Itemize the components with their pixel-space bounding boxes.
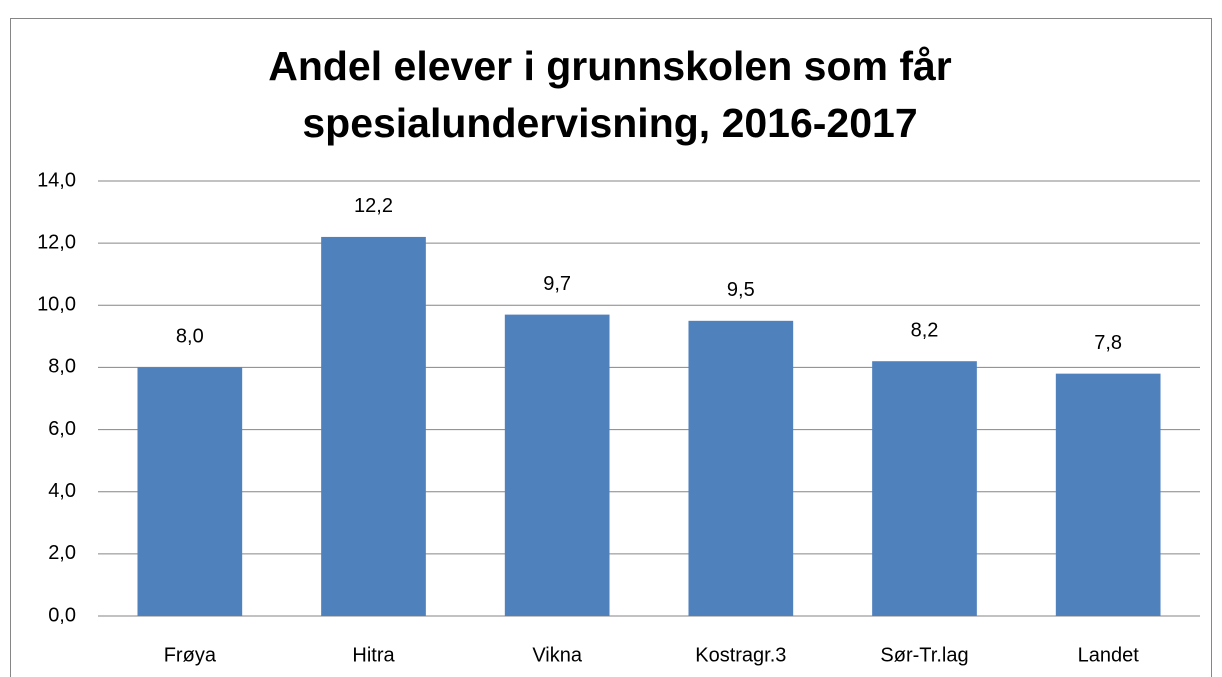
- x-tick-label: Hitra: [352, 644, 395, 666]
- x-tick-label: Frøya: [164, 644, 217, 666]
- data-label: 9,5: [727, 279, 755, 301]
- x-tick-label: Landet: [1078, 644, 1140, 666]
- bar: [504, 314, 610, 616]
- data-label: 8,0: [176, 326, 204, 348]
- y-tick-label: 0,0: [48, 604, 76, 626]
- x-tick-label: Vikna: [532, 644, 583, 666]
- y-tick-label: 6,0: [48, 418, 76, 440]
- data-label: 12,2: [354, 195, 393, 217]
- y-tick-label: 12,0: [37, 231, 76, 253]
- y-tick-label: 10,0: [37, 294, 76, 316]
- chart-title: Andel elever i grunnskolen som får spesi…: [268, 43, 952, 146]
- data-label: 9,7: [543, 273, 571, 295]
- y-tick-label: 14,0: [37, 169, 76, 191]
- data-label: 8,2: [911, 319, 939, 341]
- y-tick-label: 4,0: [48, 480, 76, 502]
- x-tick-label: Kostragr.3: [695, 644, 786, 666]
- x-tick-label: Sør-Tr.lag: [880, 644, 968, 666]
- bar: [321, 236, 426, 616]
- y-tick-label: 8,0: [48, 356, 76, 378]
- chart-border: [10, 18, 1212, 677]
- bar: [688, 320, 794, 616]
- bar: [872, 361, 977, 616]
- y-tick-label: 2,0: [48, 542, 76, 564]
- bar: [1055, 373, 1161, 616]
- bar: [137, 367, 243, 616]
- data-label: 7,8: [1094, 332, 1122, 354]
